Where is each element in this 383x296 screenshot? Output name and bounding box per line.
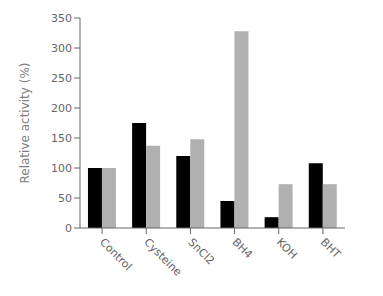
svg-text:BH4: BH4 — [230, 236, 255, 261]
svg-text:200: 200 — [51, 102, 72, 115]
svg-text:Control: Control — [97, 236, 134, 273]
svg-text:BHT: BHT — [318, 236, 343, 261]
svg-text:0: 0 — [65, 222, 72, 235]
svg-text:350: 350 — [51, 12, 72, 25]
svg-text:Relative activity (%): Relative activity (%) — [18, 62, 32, 183]
svg-text:Cysteine: Cysteine — [141, 236, 184, 279]
svg-text:KOH: KOH — [274, 236, 300, 262]
svg-text:300: 300 — [51, 42, 72, 55]
svg-text:250: 250 — [51, 72, 72, 85]
svg-text:SnCl2: SnCl2 — [185, 236, 217, 268]
svg-text:100: 100 — [51, 162, 72, 175]
svg-text:150: 150 — [51, 132, 72, 145]
svg-text:50: 50 — [58, 192, 72, 205]
